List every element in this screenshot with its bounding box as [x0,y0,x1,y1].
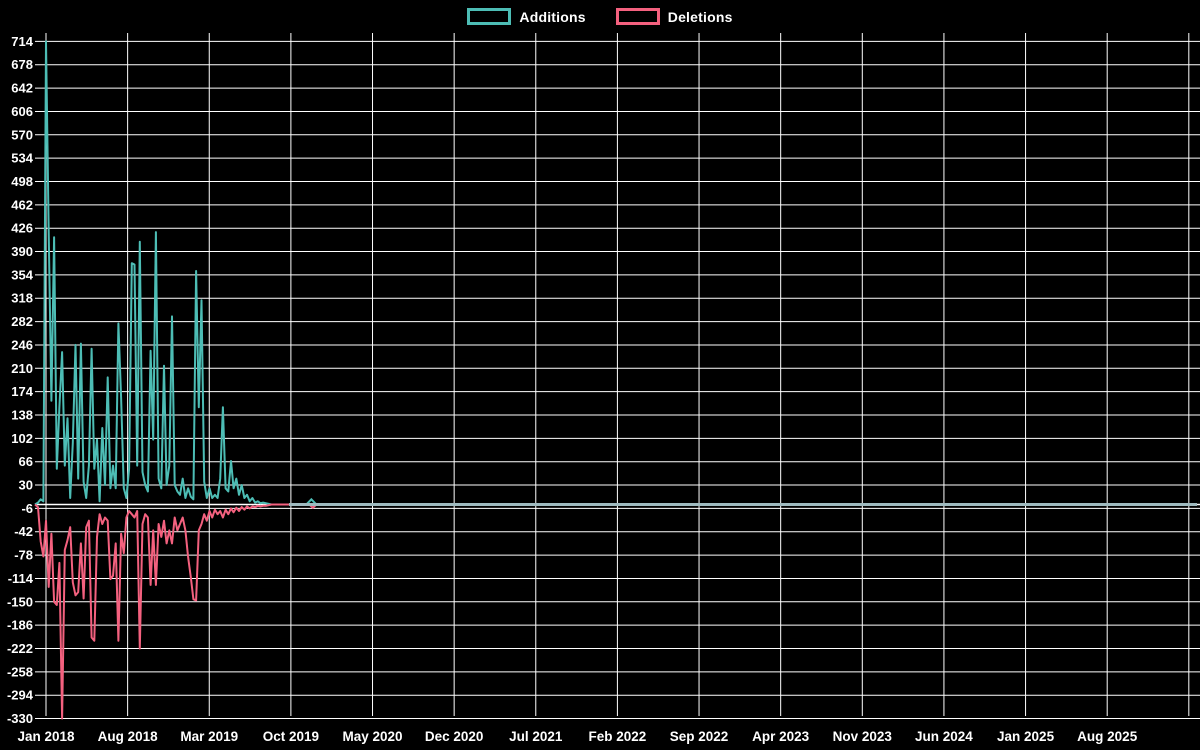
additions-line [34,40,1197,506]
x-tick-label: Mar 2019 [180,729,238,744]
x-tick-label: Aug 2025 [1077,729,1138,744]
y-tick-label: -186 [7,618,33,633]
y-tick-label: 282 [11,314,33,329]
x-tick-label: Nov 2023 [833,729,893,744]
y-tick-label: 30 [19,478,33,493]
deletions-line [34,503,1197,720]
y-tick-label: 246 [11,337,33,352]
y-tick-label: 678 [11,57,33,72]
y-tick-label: 210 [11,361,33,376]
y-tick-label: -42 [14,524,33,539]
y-tick-label: -150 [7,594,33,609]
x-tick-label: Jan 2025 [997,729,1055,744]
y-tick-label: -294 [7,688,34,703]
y-tick-label: -222 [7,641,33,656]
y-tick-label: 534 [11,151,33,166]
y-tick-label: 714 [11,34,33,49]
y-tick-label: 462 [11,197,33,212]
y-tick-label: 390 [11,244,33,259]
y-tick-label: 318 [11,291,33,306]
x-tick-label: May 2020 [342,729,402,744]
y-tick-label: 606 [11,104,33,119]
y-tick-label: 102 [11,431,33,446]
legend-item-additions: Additions [467,8,586,25]
additions-swatch [467,8,512,25]
deletions-swatch [615,8,660,25]
x-tick-label: Jan 2018 [17,729,75,744]
y-tick-label: 498 [11,174,33,189]
x-tick-label: Sep 2022 [670,729,729,744]
y-tick-label: 426 [11,221,33,236]
y-tick-label: -6 [21,501,33,516]
y-tick-label: 66 [19,454,33,469]
y-tick-label: -330 [7,711,33,726]
y-tick-label: 570 [11,127,33,142]
legend: Additions Deletions [0,8,1200,25]
x-tick-label: Apr 2023 [752,729,810,744]
x-tick-label: Oct 2019 [263,729,319,744]
y-tick-label: -114 [8,571,34,586]
x-tick-label: Feb 2022 [589,729,647,744]
legend-label-additions: Additions [519,8,586,25]
x-tick-label: Jul 2021 [509,729,563,744]
y-tick-label: 354 [11,267,33,282]
y-tick-label: 174 [11,384,33,399]
legend-item-deletions: Deletions [615,8,733,25]
x-tick-label: Jun 2024 [915,729,973,744]
additions-bump [305,497,318,506]
y-tick-label: 138 [11,407,33,422]
y-tick-label: -258 [7,664,33,679]
y-tick-label: 642 [11,81,33,96]
x-tick-label: Aug 2018 [98,729,159,744]
y-tick-label: -78 [14,548,33,563]
legend-label-deletions: Deletions [667,8,733,25]
x-tick-label: Dec 2020 [425,729,484,744]
